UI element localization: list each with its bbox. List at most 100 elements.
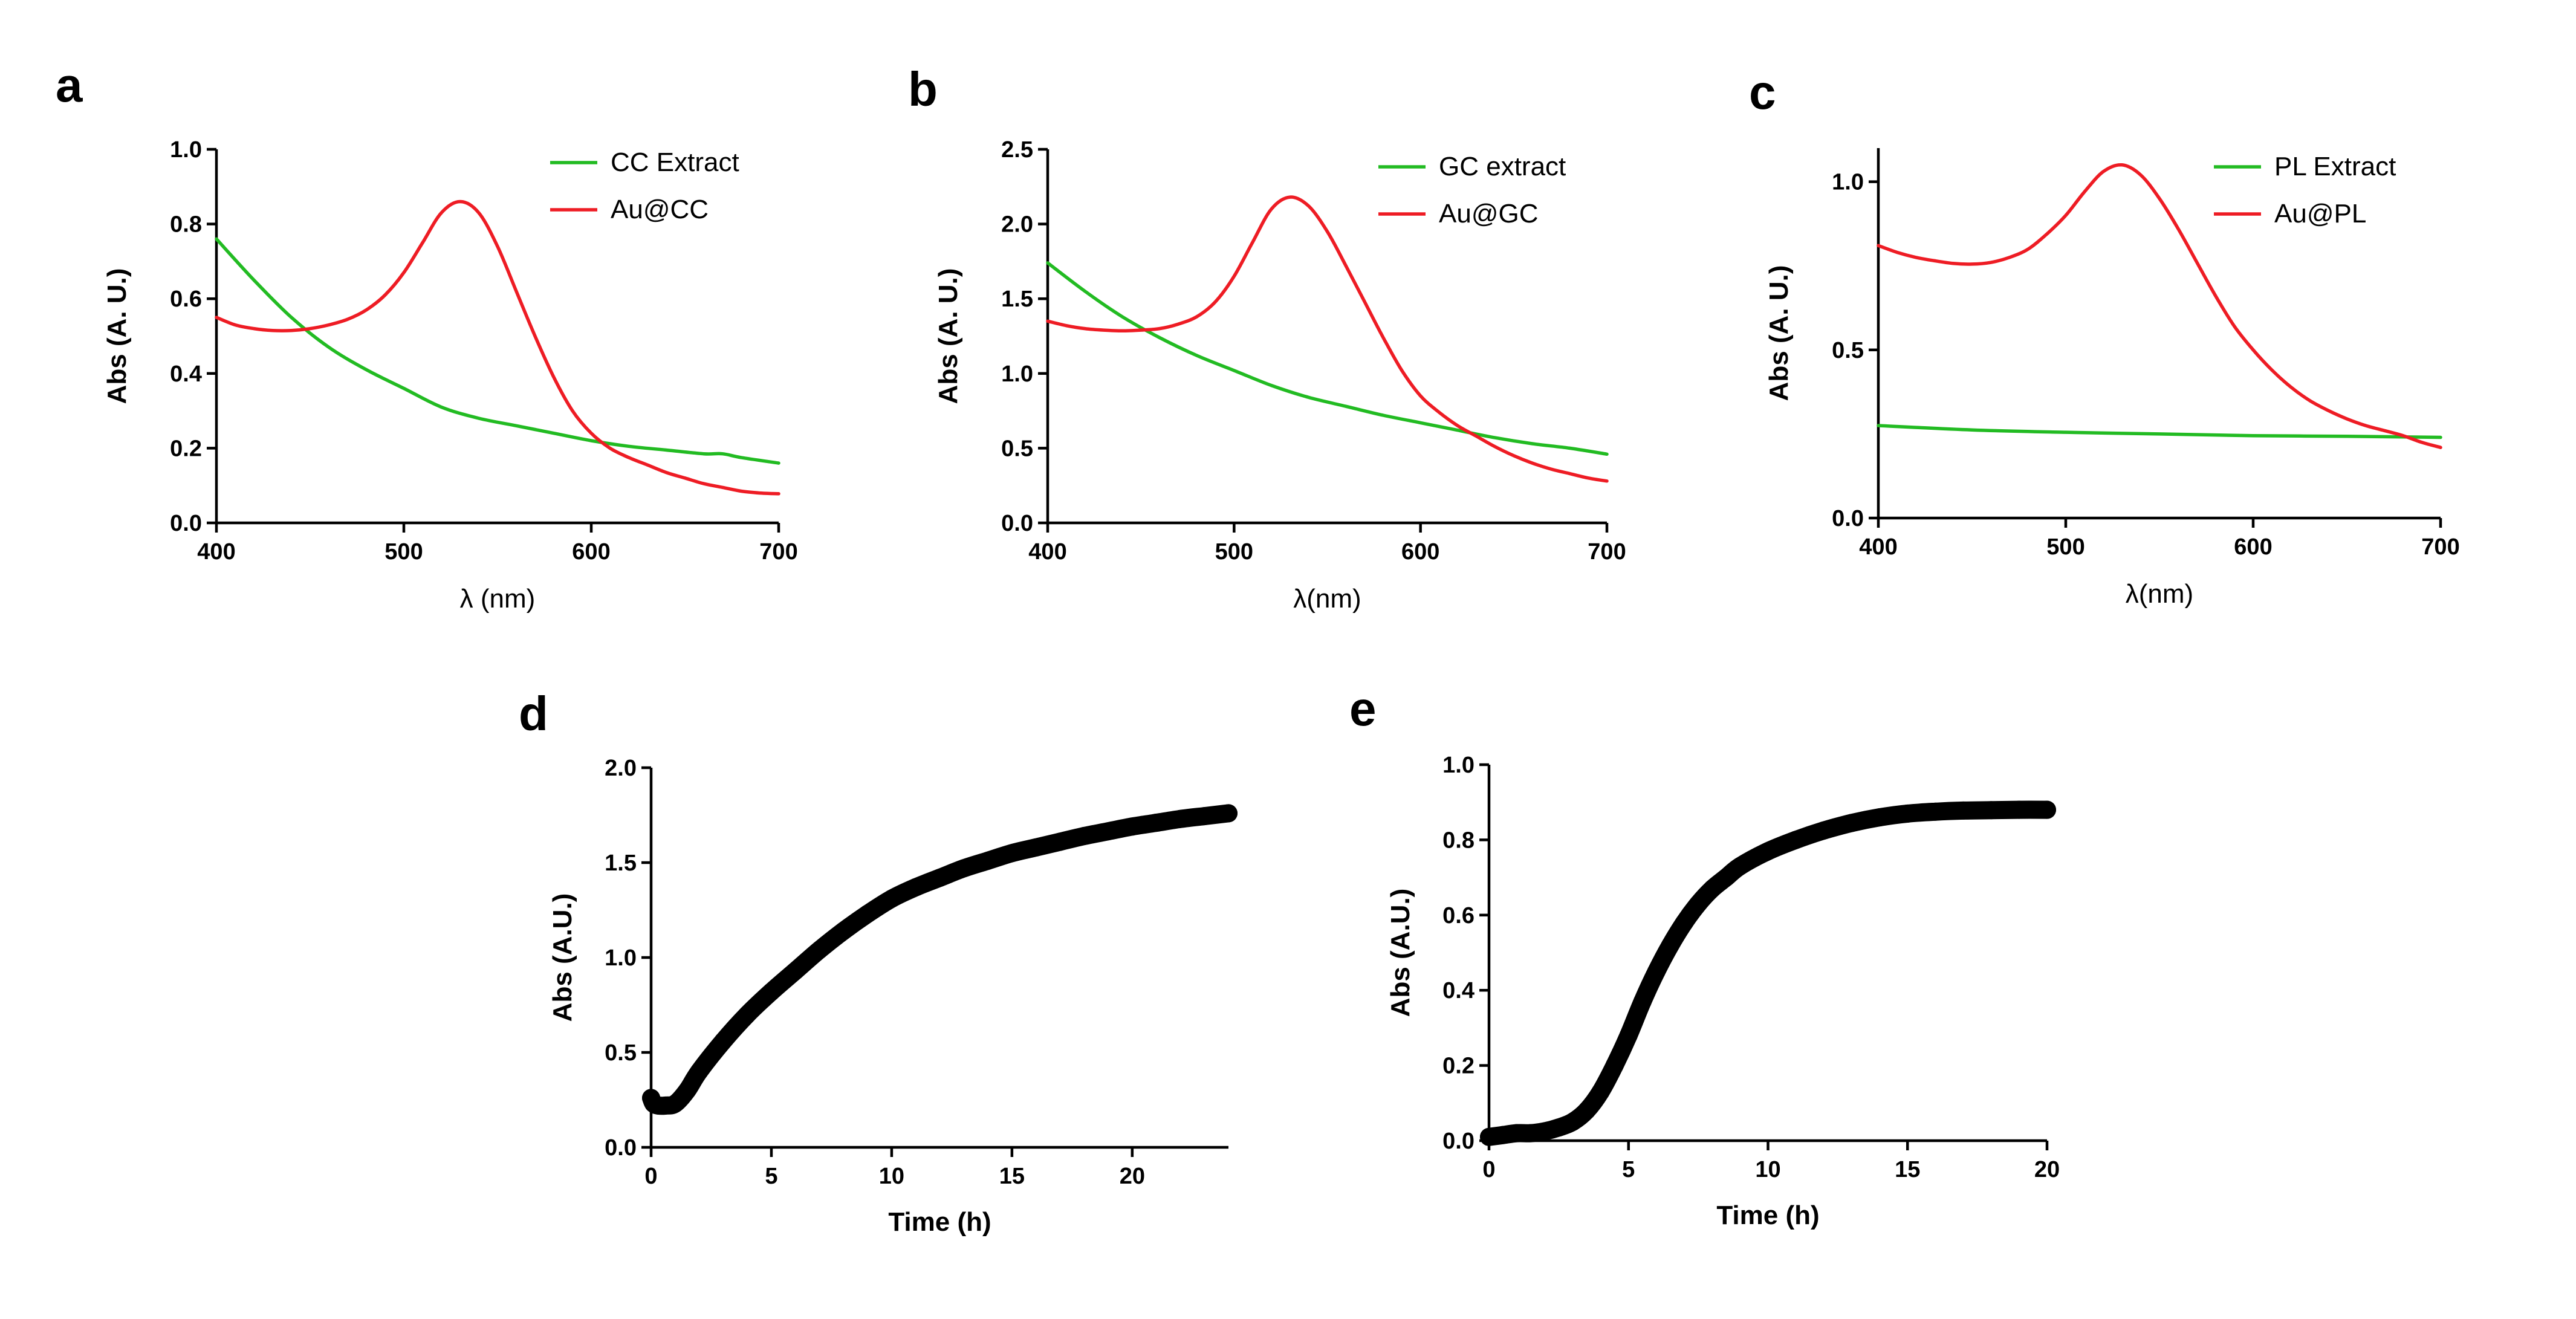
x-tick-label: 15 [999, 1164, 1025, 1189]
legend-label: Au@PL [2274, 199, 2366, 228]
data-point [858, 904, 877, 923]
x-tick-label: 0 [1482, 1157, 1495, 1182]
y-axis-label: Abs (A.U.) [1386, 889, 1415, 1017]
y-axis-label: Abs (A.U.) [548, 893, 577, 1022]
data-point [1195, 807, 1214, 826]
x-axis-label: λ(nm) [2126, 579, 2193, 609]
y-tick-label: 2.0 [1001, 212, 1033, 238]
x-tick-label: 600 [2234, 534, 2272, 560]
y-tick-label: 1.0 [1001, 361, 1033, 387]
data-point [955, 859, 973, 878]
data-point [1717, 868, 1736, 887]
series-band [642, 804, 1238, 1115]
data-point [1633, 992, 1652, 1011]
series-line-au-cc [215, 199, 780, 496]
y-tick-label: 1.5 [605, 851, 637, 876]
x-tick-label: 500 [1215, 539, 1253, 565]
x-tick-label: 0 [644, 1164, 657, 1189]
x-tick-label: 600 [572, 539, 610, 565]
chart-panel-c: c 0.0 0.5 1.0 400 500 600 700 λ(nm) Abs (A. U.) PL… [1749, 65, 2460, 609]
data-point [1647, 962, 1666, 981]
x-tick-label: 400 [197, 539, 235, 565]
data-point [1027, 838, 1045, 857]
x-tick-label: 400 [1859, 534, 1897, 560]
x-tick-label: 15 [1895, 1157, 1920, 1182]
x-tick-label: 20 [1120, 1164, 1145, 1189]
data-point [1926, 802, 1945, 821]
x-tick-label: 400 [1028, 539, 1066, 565]
y-tick-label: 1.0 [170, 137, 202, 163]
x-tick-label: 700 [2421, 534, 2459, 560]
data-point [738, 1005, 757, 1024]
data-point [979, 851, 998, 870]
data-point [2010, 800, 2028, 819]
data-point [690, 1062, 709, 1081]
y-axis-label: Abs (A. U.) [933, 268, 963, 404]
x-tick-label: 700 [1588, 539, 1626, 565]
data-point [1123, 817, 1141, 836]
y-tick-label: 0.0 [1832, 506, 1864, 531]
data-point [762, 982, 780, 1001]
y-tick-label: 0.5 [1001, 436, 1033, 461]
y-tick-label: 0.2 [170, 436, 202, 461]
y-tick-label: 0.5 [1832, 338, 1864, 363]
data-point [1508, 1124, 1526, 1142]
data-point [1842, 814, 1861, 832]
legend-label: Au@CC [611, 195, 709, 224]
y-tick-label: 0.0 [605, 1135, 637, 1161]
data-point [1954, 801, 1973, 820]
y-tick-label: 0.6 [170, 287, 202, 312]
x-tick-label: 20 [2034, 1157, 2060, 1182]
x-tick-label: 500 [2046, 534, 2084, 560]
data-point [810, 941, 829, 959]
y-tick-label: 2.0 [605, 756, 637, 781]
chart-panel-b: b 0.0 0.5 1.0 1.5 2.0 2.5 400 500 600 700 λ(nm) Abs … [908, 62, 1626, 614]
x-tick-label: 10 [879, 1164, 904, 1189]
data-point [1786, 831, 1805, 849]
y-tick-label: 0.5 [605, 1040, 637, 1066]
data-point [1563, 1112, 1582, 1131]
data-point [1675, 913, 1694, 932]
x-tick-label: 600 [1401, 539, 1439, 565]
data-point [1480, 1127, 1498, 1146]
x-axis-label: Time (h) [888, 1207, 991, 1237]
data-point [1870, 808, 1889, 827]
data-point [1002, 844, 1021, 863]
y-tick-label: 0.4 [1442, 978, 1475, 1003]
y-tick-label: 0.0 [1001, 511, 1033, 536]
data-point [2038, 800, 2056, 819]
data-point [1147, 814, 1166, 832]
series-line-gc-extract [1046, 261, 1609, 456]
data-point [1075, 827, 1094, 846]
panel-letter: c [1749, 65, 1776, 119]
y-tick-label: 2.5 [1001, 137, 1033, 163]
y-tick-label: 0.8 [170, 212, 202, 238]
x-tick-label: 5 [765, 1164, 777, 1189]
series-line-cc-extract [215, 237, 780, 465]
x-tick-label: 500 [384, 539, 423, 565]
series-line-au-gc [1046, 195, 1609, 483]
panel-letter: e [1349, 682, 1377, 736]
y-tick-label: 1.5 [1001, 287, 1033, 312]
y-tick-label: 0.8 [1442, 828, 1475, 853]
data-point [678, 1081, 696, 1100]
y-tick-label: 0.2 [1442, 1054, 1475, 1079]
data-point [882, 889, 901, 908]
data-point [1898, 804, 1917, 823]
x-axis-label: Time (h) [1716, 1201, 1819, 1230]
data-point [1605, 1056, 1624, 1075]
y-tick-label: 0.0 [170, 511, 202, 536]
legend-label: Au@GC [1439, 199, 1538, 228]
y-tick-label: 0.4 [170, 361, 202, 387]
panel-letter: b [908, 62, 938, 116]
x-tick-label: 5 [1622, 1157, 1635, 1182]
y-tick-label: 0.0 [1442, 1129, 1475, 1154]
data-point [666, 1094, 684, 1113]
data-point [1703, 880, 1722, 898]
data-point [1494, 1126, 1513, 1144]
panel-letter: a [56, 58, 83, 112]
chart-panel-e: e 0.0 0.2 0.4 0.6 0.8 1.0 0 5 10 15 20 Time (h) Abs (… [1349, 682, 2060, 1230]
x-axis-label: λ(nm) [1293, 584, 1361, 614]
data-point [1731, 857, 1750, 875]
y-tick-label: 1.0 [1442, 753, 1475, 778]
